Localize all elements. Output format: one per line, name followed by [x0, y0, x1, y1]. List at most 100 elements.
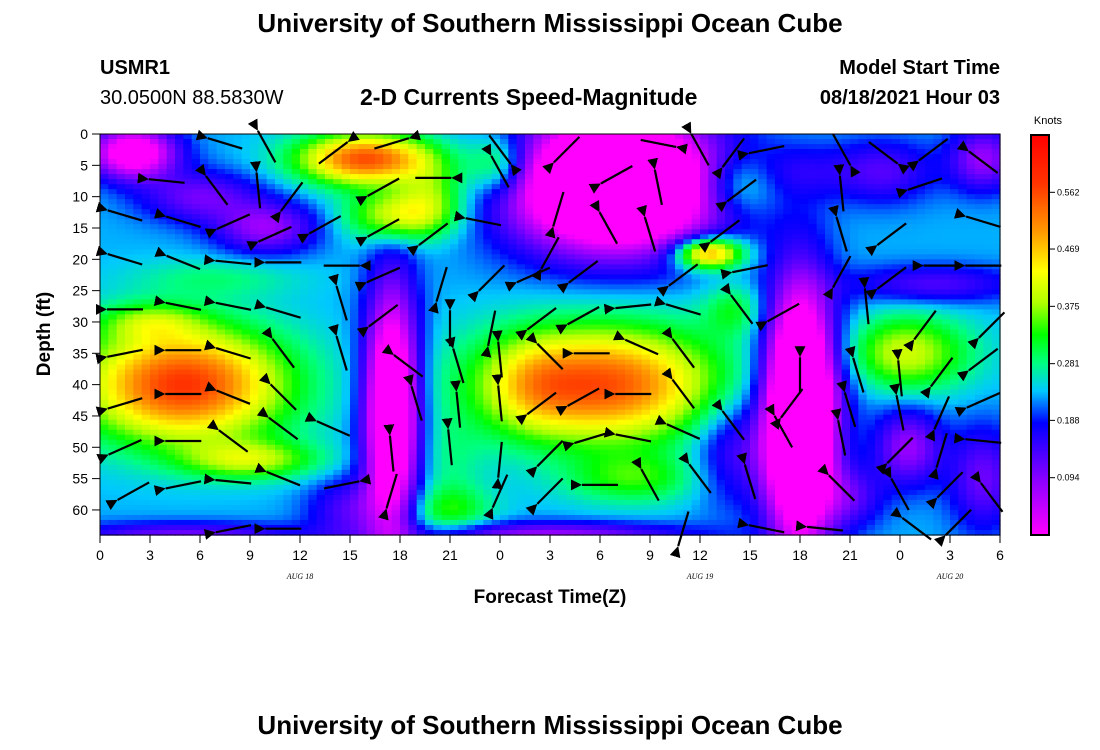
- heat-cell: [575, 284, 584, 290]
- heat-cell: [341, 184, 351, 190]
- heat-cell: [541, 184, 551, 190]
- heat-cell: [450, 169, 459, 175]
- heat-cell: [575, 229, 584, 235]
- heat-cell: [308, 459, 318, 466]
- heat-cell: [516, 234, 526, 240]
- heat-cell: [541, 364, 551, 371]
- heat-cell: [425, 339, 434, 346]
- heat-cell: [558, 164, 568, 170]
- heat-cell: [458, 244, 468, 250]
- heat-cell: [391, 239, 401, 245]
- heat-cell: [383, 524, 393, 531]
- heat-cell: [308, 139, 318, 145]
- heat-cell: [350, 179, 359, 185]
- heat-cell: [425, 144, 434, 150]
- heat-cell: [191, 359, 201, 366]
- heat-cell: [541, 264, 551, 270]
- heat-cell: [150, 299, 159, 306]
- heat-cell: [283, 169, 293, 175]
- heat-cell: [125, 434, 134, 441]
- heat-cell: [416, 254, 426, 260]
- heat-cell: [516, 274, 526, 280]
- model-start-value: 08/18/2021 Hour 03: [819, 87, 1000, 109]
- heat-cell: [366, 314, 376, 321]
- heat-cell: [583, 209, 593, 215]
- heat-cell: [533, 479, 543, 486]
- heat-cell: [216, 404, 226, 411]
- heat-cell: [466, 229, 476, 235]
- heat-cell: [266, 464, 276, 471]
- heat-cell: [383, 139, 393, 145]
- heat-cell: [150, 529, 159, 536]
- heat-cell: [141, 209, 151, 215]
- heat-cell: [283, 284, 293, 290]
- heat-cell: [216, 284, 226, 290]
- heat-cell: [350, 134, 359, 140]
- heat-cell: [533, 229, 543, 235]
- heat-cell: [116, 224, 126, 230]
- heat-cell: [175, 284, 184, 290]
- heat-cell: [258, 474, 268, 481]
- heat-cell: [583, 164, 593, 170]
- heat-cell: [133, 449, 143, 456]
- heat-cell: [500, 419, 509, 426]
- heat-cell: [225, 329, 234, 336]
- heat-cell: [233, 274, 243, 280]
- heat-cell: [333, 239, 343, 245]
- heat-cell: [350, 139, 359, 145]
- heat-cell: [358, 159, 368, 165]
- heat-cell: [566, 344, 576, 351]
- heat-cell: [250, 439, 259, 446]
- heat-cell: [358, 259, 368, 265]
- heat-cell: [258, 269, 268, 275]
- heat-cell: [358, 134, 368, 140]
- heat-cell: [266, 369, 276, 376]
- heat-cell: [541, 499, 551, 506]
- heat-cell: [483, 169, 493, 175]
- heat-cell: [383, 529, 393, 536]
- heat-cell: [175, 239, 184, 245]
- heat-cell: [416, 329, 426, 336]
- heat-cell: [108, 234, 118, 240]
- heat-cell: [391, 484, 401, 491]
- heat-cell: [566, 289, 576, 295]
- heat-cell: [250, 379, 259, 386]
- heat-cell: [241, 369, 251, 376]
- heat-cell: [450, 299, 459, 306]
- heat-cell: [266, 529, 276, 536]
- heat-cell: [425, 229, 434, 235]
- heat-cell: [541, 229, 551, 235]
- heat-cell: [316, 249, 326, 255]
- heat-cell: [566, 259, 576, 265]
- heat-cell: [116, 184, 126, 190]
- heat-cell: [375, 154, 384, 160]
- heat-cell: [133, 329, 143, 336]
- heat-cell: [516, 349, 526, 356]
- heat-cell: [425, 404, 434, 411]
- heat-cell: [141, 454, 151, 461]
- heat-cell: [258, 169, 268, 175]
- heat-cell: [216, 499, 226, 506]
- heat-cell: [325, 144, 334, 150]
- heat-cell: [108, 229, 118, 235]
- heat-cell: [566, 469, 576, 476]
- heat-cell: [225, 294, 234, 301]
- heat-cell: [566, 479, 576, 486]
- heat-cell: [366, 359, 376, 366]
- heat-cell: [191, 279, 201, 285]
- heat-cell: [450, 519, 459, 526]
- heat-cell: [300, 394, 309, 401]
- heat-cell: [525, 199, 534, 205]
- heat-cell: [383, 409, 393, 416]
- heat-cell: [591, 274, 601, 280]
- heat-cell: [466, 459, 476, 466]
- heat-cell: [233, 519, 243, 526]
- heat-cell: [475, 314, 484, 321]
- heat-cell: [125, 309, 134, 316]
- heat-cell: [383, 364, 393, 371]
- heat-cell: [158, 274, 168, 280]
- heat-cell: [225, 304, 234, 311]
- heat-cell: [600, 359, 609, 366]
- heat-cell: [291, 414, 301, 421]
- heat-cell: [533, 429, 543, 436]
